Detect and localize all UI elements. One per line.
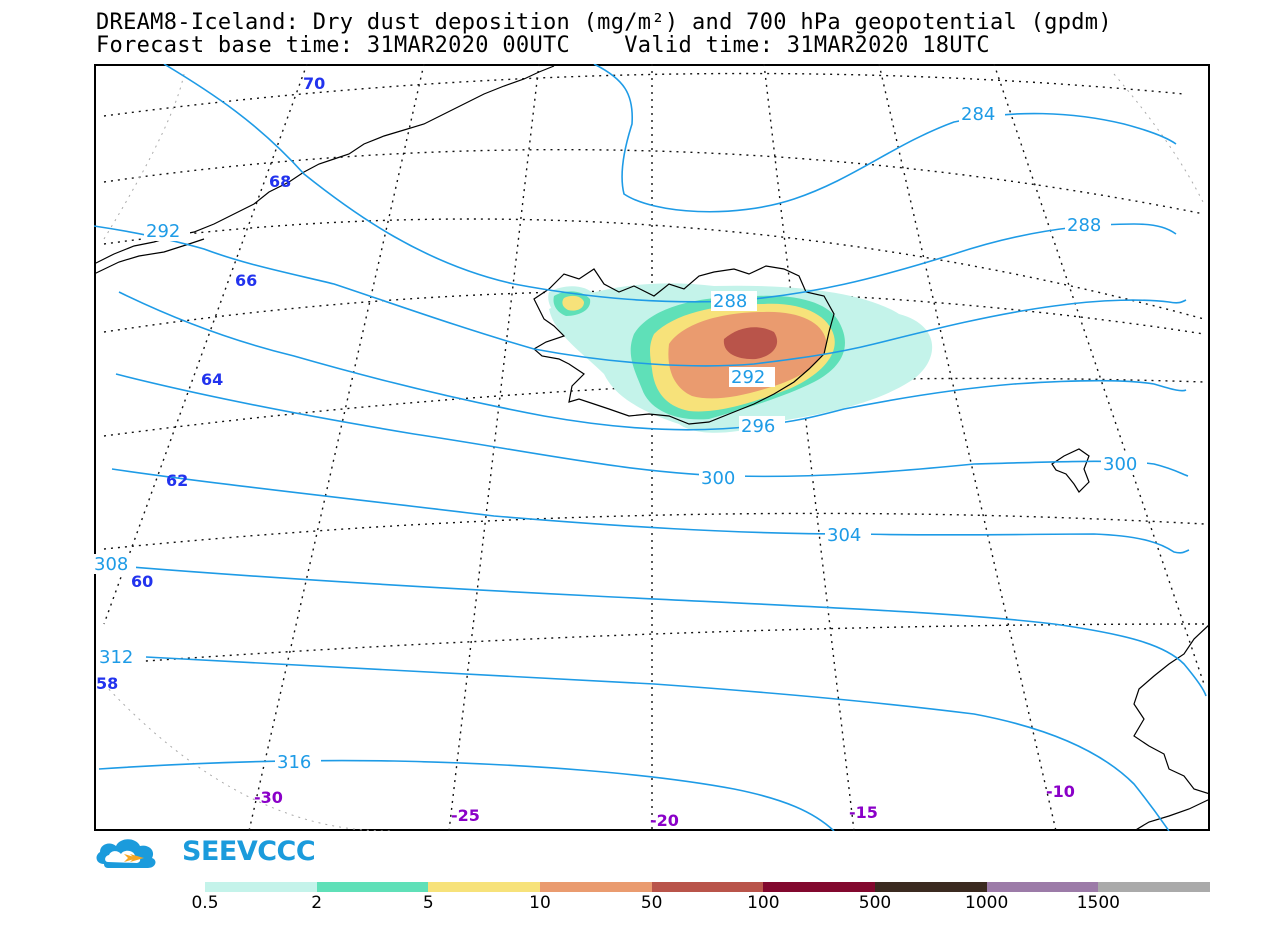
contour-label-288-east: 288 — [1067, 215, 1101, 236]
brand-name: SEEVCCC — [182, 836, 316, 867]
colorbar-tick-label: 500 — [858, 893, 892, 913]
colorbar-tick-label: 5 — [422, 893, 434, 913]
colorbar-segment — [428, 882, 541, 892]
lat-label-62: 62 — [166, 471, 188, 490]
latitude-graticule — [103, 72, 1205, 665]
contour-label-300-east: 300 — [1103, 454, 1137, 475]
colorbar-tick-label: 100 — [747, 893, 780, 913]
lon-label-minus30: -30 — [254, 788, 283, 807]
lat-label-64: 64 — [201, 370, 223, 389]
lat-label-66: 66 — [235, 271, 257, 290]
longitude-labels: -30 -25 -20 -15 -10 — [254, 782, 1075, 830]
colorbar-segment — [540, 882, 652, 892]
colorbar-tick-label: 10 — [529, 893, 551, 913]
colorbar-segment — [986, 882, 1099, 892]
lon-label-minus15: -15 — [849, 803, 878, 822]
colorbar-segment — [763, 882, 876, 892]
map-panel: 284 288 292 288 292 296 300 300 304 308 … — [94, 64, 1210, 831]
contour-label-292: 292 — [731, 367, 765, 388]
lon-label-minus25: -25 — [451, 806, 480, 825]
contour-label-300: 300 — [701, 468, 735, 489]
lat-label-70: 70 — [303, 74, 325, 93]
colorbar-segment — [316, 882, 429, 892]
contour-label-296: 296 — [741, 416, 775, 437]
contour-label-316: 316 — [277, 752, 311, 773]
contour-label-284: 284 — [961, 104, 995, 125]
seevccc-logo — [96, 839, 156, 868]
lat-label-58: 58 — [96, 674, 118, 693]
contour-label-304: 304 — [827, 525, 861, 546]
title-line-1: DREAM8-Iceland: Dry dust deposition (mg/… — [96, 10, 1112, 35]
lat-label-60: 60 — [131, 572, 153, 591]
contour-label-308: 308 — [94, 554, 128, 575]
colorbar-segment — [205, 882, 317, 892]
colorbar-tick-label: 50 — [640, 893, 663, 913]
contour-label-312: 312 — [99, 647, 133, 668]
latitude-labels: 70 68 66 64 62 60 58 — [96, 74, 325, 693]
colorbar-segment — [875, 882, 987, 892]
lat-label-68: 68 — [269, 172, 291, 191]
contour-label-288: 288 — [713, 291, 747, 312]
contour-labels: 284 288 292 288 292 296 300 300 304 308 … — [94, 104, 1147, 773]
colorbar-tick-label: 0.5 — [191, 893, 219, 913]
contour-label-292-west: 292 — [146, 221, 180, 242]
lon-label-minus10: -10 — [1046, 782, 1075, 801]
colorbar — [205, 882, 1211, 892]
cloud-icon — [96, 839, 156, 868]
colorbar-segment — [1098, 882, 1211, 892]
colorbar-tick-label: 2 — [311, 893, 323, 913]
dust-deposition-field — [548, 283, 933, 433]
colorbar-tick-label: 1000 — [965, 893, 1009, 913]
title-line-2: Forecast base time: 31MAR2020 00UTC Vali… — [96, 33, 990, 58]
lon-label-minus20: -20 — [650, 811, 679, 830]
colorbar-tick-label: 1500 — [1076, 893, 1120, 913]
colorbar-segment — [651, 882, 764, 892]
